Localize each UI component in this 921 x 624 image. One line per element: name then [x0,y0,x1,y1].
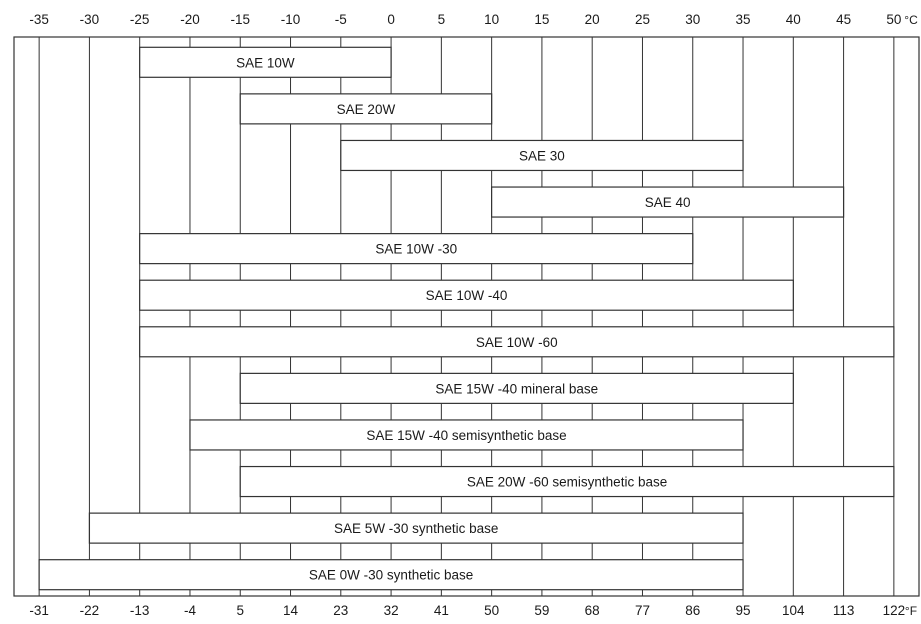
viscosity-bar: SAE 10W -60 [139,326,895,358]
viscosity-bar-rect [239,465,895,498]
celsius-tick-label: 30 [685,12,700,27]
fahrenheit-tick-label: 113 [833,603,855,618]
viscosity-bar: SAE 5W -30 synthetic base [88,512,744,544]
viscosity-bar-label: SAE 10W -30 [375,242,457,257]
viscosity-bar: SAE 10W [139,46,392,78]
celsius-tick-label: 20 [585,12,600,27]
viscosity-bar: SAE 10W -40 [139,279,794,311]
celsius-tick-label: 35 [736,12,751,27]
fahrenheit-tick-label: 5 [236,603,244,618]
viscosity-bar-label: SAE 10W -40 [426,288,508,303]
celsius-tick-label: 0 [387,12,395,27]
fahrenheit-tick-label: 77 [635,603,650,618]
celsius-tick-label: -10 [281,12,301,27]
viscosity-bar-rect [139,233,694,265]
viscosity-bar-label: SAE 15W -40 mineral base [435,381,598,396]
viscosity-bar-label: SAE 0W -30 synthetic base [309,568,473,583]
viscosity-bar-label: SAE 20W -60 semisynthetic base [467,475,667,490]
fahrenheit-tick-label: 104 [782,603,805,618]
celsius-unit-label: °C [904,13,918,27]
fahrenheit-tick-label: 50 [484,603,499,618]
fahrenheit-tick-labels: -31 -22 -13 -4 5 14 23 32 41 50 59 68 77 86 95 104 113 12… [29,603,905,618]
fahrenheit-tick-label: 68 [585,603,600,618]
viscosity-range-bars: SAE 10W SAE 20W SAE 30 SAE 40 SAE 10W -30 SAE… [38,46,895,591]
fahrenheit-tick-label: 14 [283,603,299,618]
celsius-tick-label: -5 [335,12,347,27]
fahrenheit-tick-label: 23 [333,603,348,618]
viscosity-bar: SAE 0W -30 synthetic base [38,559,744,591]
fahrenheit-tick-label: -22 [80,603,100,618]
viscosity-bar: SAE 20W -60 semisynthetic base [239,465,895,498]
viscosity-bar: SAE 20W [239,93,493,125]
viscosity-bar-rect [189,419,744,451]
celsius-tick-label: -30 [80,12,100,27]
fahrenheit-tick-label: 59 [534,603,549,618]
celsius-tick-label: -15 [230,12,250,27]
viscosity-bar-label: SAE 10W -60 [476,335,558,350]
viscosity-bar: SAE 30 [340,139,744,172]
celsius-tick-label: 40 [786,12,801,27]
celsius-tick-label: 25 [635,12,650,27]
fahrenheit-tick-label: 122 [883,603,906,618]
celsius-tick-label: 5 [438,12,446,27]
viscosity-bar: SAE 40 [491,186,845,218]
viscosity-bar-label: SAE 15W -40 semisynthetic base [366,428,566,443]
fahrenheit-tick-label: 41 [434,603,449,618]
fahrenheit-tick-label: 32 [384,603,399,618]
viscosity-bar-rect [239,93,493,125]
celsius-tick-label: 50 [886,12,901,27]
celsius-tick-label: 10 [484,12,499,27]
fahrenheit-tick-label: -31 [29,603,49,618]
viscosity-bar-rect [239,372,794,404]
viscosity-bar: SAE 10W -30 [139,233,694,265]
viscosity-bar-label: SAE 20W [337,102,396,117]
celsius-tick-labels: -35 -30 -25 -20 -15 -10 -5 0 5 10 15 20 25 30 35 40 45 50 [29,12,901,27]
celsius-tick-label: -20 [180,12,200,27]
celsius-tick-label: 15 [534,12,549,27]
viscosity-bar: SAE 15W -40 semisynthetic base [189,419,744,451]
celsius-tick-label: -35 [29,12,49,27]
fahrenheit-unit-label: °F [905,604,917,618]
viscosity-bar-rect [139,46,392,78]
fahrenheit-tick-label: 86 [685,603,700,618]
fahrenheit-tick-label: -4 [184,603,196,618]
temperature-gridlines [38,37,895,596]
viscosity-bar-label: SAE 40 [645,195,691,210]
fahrenheit-tick-label: 95 [736,603,751,618]
fahrenheit-tick-label: -13 [130,603,150,618]
viscosity-bar-label: SAE 10W [236,55,295,70]
viscosity-bar-rect [38,559,744,591]
viscosity-bar: SAE 15W -40 mineral base [239,372,794,404]
viscosity-bar-rect [88,512,744,544]
viscosity-bar-label: SAE 5W -30 synthetic base [334,521,498,536]
celsius-tick-label: 45 [836,12,851,27]
viscosity-bar-label: SAE 30 [519,148,565,163]
chart-frame [13,36,920,597]
viscosity-bar-rect [491,186,845,218]
viscosity-bar-rect [139,326,895,358]
viscosity-bar-rect [340,139,744,172]
celsius-tick-label: -25 [130,12,150,27]
viscosity-bar-rect [139,279,794,311]
